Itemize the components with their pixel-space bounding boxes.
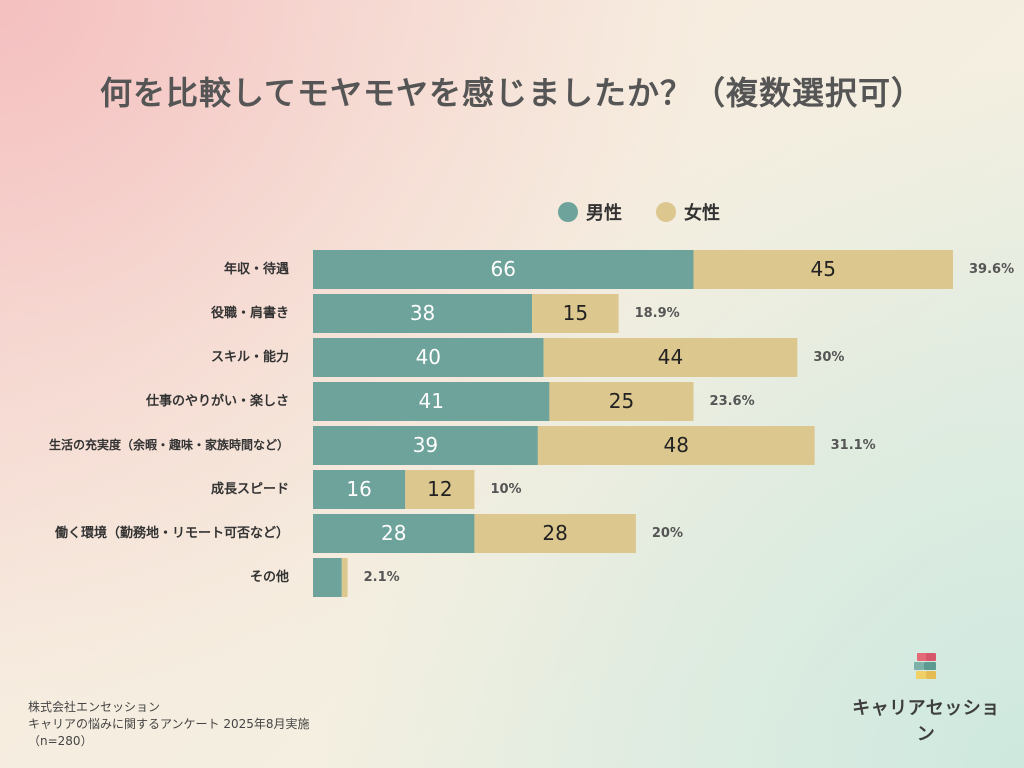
bar-male: [313, 294, 533, 333]
bar-percent-label: 10%: [490, 482, 521, 497]
footer-company: 株式会社エンセッション: [28, 700, 161, 714]
bar-female: [543, 338, 798, 377]
bar-female: [341, 558, 348, 597]
category-label: スキル・能力: [211, 349, 289, 365]
bar-female: [474, 514, 636, 553]
brand-logo-icon: [914, 653, 936, 679]
bar-male: [313, 558, 342, 597]
legend-item-male: 男性: [558, 199, 622, 225]
bar-male: [313, 338, 544, 377]
legend-swatch-female: [656, 202, 676, 222]
legend-item-female: 女性: [656, 199, 720, 225]
footer-survey: キャリアの悩みに関するアンケート 2025年8月実施: [28, 717, 310, 731]
category-label: 働く環境（勤務地・リモート可否など）: [54, 525, 289, 541]
bar-female-value-label: 12: [427, 477, 452, 501]
category-label: その他: [250, 569, 289, 585]
bar-percent-label: 23.6%: [710, 394, 755, 409]
bar-female: [537, 426, 815, 465]
bar-male: [313, 470, 406, 509]
bar-male: [313, 250, 694, 289]
category-label: 成長スピード: [211, 481, 289, 497]
category-label: 生活の充実度（余暇・趣味・家族時間など）: [49, 437, 289, 452]
bar-male: [313, 382, 550, 421]
bar-female-value-label: 48: [664, 433, 689, 457]
bar-female: [532, 294, 619, 333]
footer-sample: （n=280）: [28, 734, 93, 748]
chart-legend: 男性 女性: [558, 198, 720, 226]
category-label: 仕事のやりがい・楽しさ: [145, 393, 289, 409]
bar-male-value-label: 41: [418, 389, 443, 413]
bar-male: [313, 514, 475, 553]
bar-female-value-label: 28: [542, 521, 567, 545]
category-label: 年収・待遇: [224, 261, 289, 277]
brand-mark: キャリアセッション: [852, 650, 1000, 746]
bar-male-value-label: 28: [381, 521, 406, 545]
page-title: 何を比較してモヤモヤを感じましたか？（複数選択可）: [99, 74, 925, 112]
bar-percent-label: 20%: [652, 526, 683, 541]
footer-note: 株式会社エンセッション キャリアの悩みに関するアンケート 2025年8月実施 （…: [28, 699, 310, 750]
legend-label-male: 男性: [586, 203, 622, 224]
legend-label-female: 女性: [684, 203, 720, 224]
bar-female-value-label: 45: [811, 257, 836, 281]
bar-female: [405, 470, 475, 509]
bar-female: [549, 382, 694, 421]
bar-male-value-label: 66: [491, 257, 516, 281]
bar-female-value-label: 15: [563, 301, 588, 325]
bar-male-value-label: 39: [413, 433, 438, 457]
bar-female-value-label: 44: [658, 345, 683, 369]
bar-percent-label: 31.1%: [831, 438, 876, 453]
category-label: 役職・肩書き: [211, 305, 289, 321]
bar-percent-label: 39.6%: [969, 262, 1014, 277]
bar-percent-label: 18.9%: [635, 306, 680, 321]
bar-male: [313, 426, 538, 465]
brand-name: キャリアセッション: [852, 698, 1000, 745]
bar-male-value-label: 16: [346, 477, 371, 501]
bar-female-value-label: 25: [609, 389, 634, 413]
bar-male-value-label: 40: [416, 345, 441, 369]
bar-male-value-label: 38: [410, 301, 435, 325]
bar-percent-label: 30%: [813, 350, 844, 365]
legend-swatch-male: [558, 202, 578, 222]
bar-female: [693, 250, 953, 289]
bar-percent-label: 2.1%: [364, 570, 400, 585]
